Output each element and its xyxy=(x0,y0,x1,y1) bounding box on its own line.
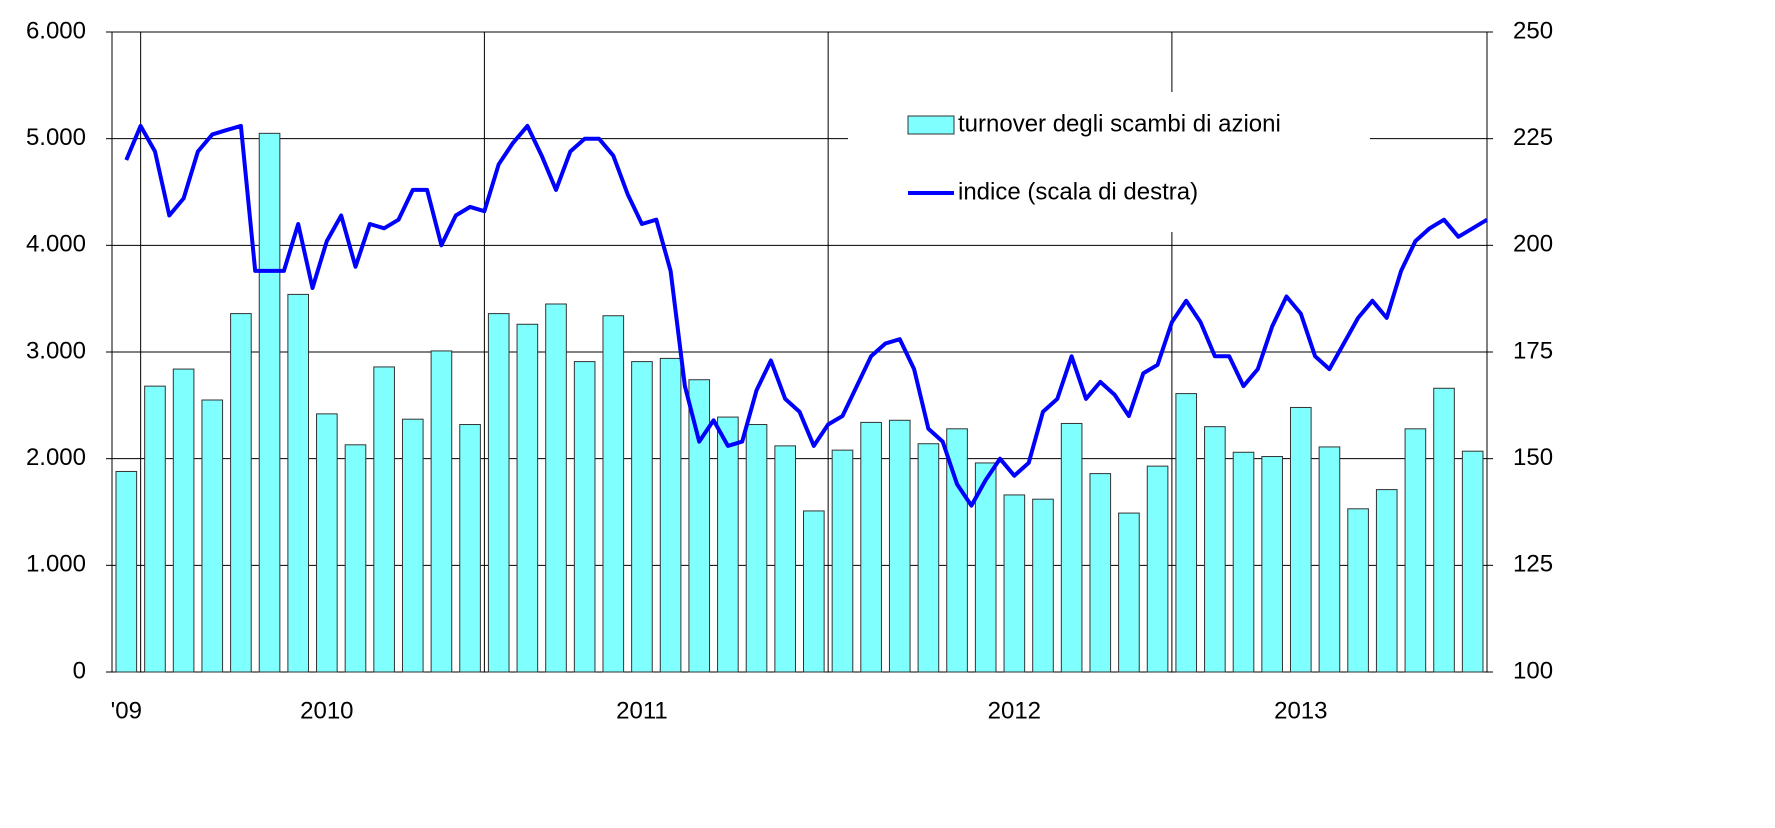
bar xyxy=(115,470,138,673)
bar xyxy=(1032,498,1054,673)
bar xyxy=(1375,489,1398,673)
y2-tick-label: 250 xyxy=(1513,17,1553,44)
bar xyxy=(201,399,224,673)
bar xyxy=(1003,494,1026,673)
y-tick-label: 5.000 xyxy=(26,124,86,151)
bar xyxy=(974,462,997,673)
bar xyxy=(688,379,711,673)
bar xyxy=(1060,422,1083,673)
bar xyxy=(230,313,252,673)
bar xyxy=(401,418,424,673)
bar xyxy=(631,361,653,673)
bar xyxy=(860,421,882,673)
bar xyxy=(774,445,796,673)
y-tick-label: 2.000 xyxy=(26,444,86,471)
bar xyxy=(1289,406,1312,673)
bar xyxy=(172,368,195,673)
legend-label: turnover degli scambi di azioni xyxy=(958,110,1281,137)
bar xyxy=(1175,393,1198,673)
y-tick-label: 6.000 xyxy=(26,17,86,44)
legend-box xyxy=(848,92,1370,232)
bar xyxy=(1232,451,1255,673)
bar xyxy=(717,416,739,673)
bar xyxy=(344,444,367,673)
legend: turnover degli scambi di azioni indice (s… xyxy=(848,92,1370,232)
y-tick-label: 0 xyxy=(73,657,86,684)
y2-tick-label: 100 xyxy=(1513,657,1553,684)
bar xyxy=(1318,446,1341,673)
bar xyxy=(831,449,854,673)
bar xyxy=(1261,456,1283,673)
bar xyxy=(487,313,510,673)
bar xyxy=(602,315,625,673)
bar xyxy=(373,366,395,673)
bar xyxy=(258,132,281,673)
y2-tick-label: 125 xyxy=(1513,551,1553,578)
y2-tick-label: 175 xyxy=(1513,337,1553,364)
y-tick-label: 4.000 xyxy=(26,231,86,258)
x-tick-label: 2011 xyxy=(616,697,668,724)
bar xyxy=(144,385,166,673)
y2-tick-label: 200 xyxy=(1513,231,1553,258)
bar xyxy=(745,424,768,673)
bar xyxy=(1461,450,1484,673)
bar xyxy=(316,413,338,673)
bar xyxy=(1404,428,1427,673)
y2-tick-label: 150 xyxy=(1513,444,1553,471)
bar xyxy=(287,293,310,673)
bar xyxy=(1089,473,1112,673)
x-tick-label: 2012 xyxy=(988,697,1041,724)
bar xyxy=(573,361,596,673)
bar xyxy=(1347,508,1369,673)
line xyxy=(124,123,1489,508)
bar xyxy=(1146,465,1169,673)
bar xyxy=(430,350,453,673)
bar xyxy=(917,443,940,673)
bar xyxy=(516,323,539,673)
legend-label: indice (scala di destra) xyxy=(958,178,1198,205)
x-tick-label: 2013 xyxy=(1274,697,1327,724)
bar xyxy=(888,419,911,673)
bar xyxy=(803,510,825,673)
bar xyxy=(659,357,682,673)
y-tick-label: 3.000 xyxy=(26,337,86,364)
bar xyxy=(1433,387,1455,673)
legend-swatch xyxy=(907,115,955,135)
x-tick-label: 2010 xyxy=(300,697,353,724)
bar xyxy=(545,303,567,673)
y-tick-label: 1.000 xyxy=(26,551,86,578)
x-tick-label: '09 xyxy=(111,697,142,724)
y2-tick-label: 225 xyxy=(1513,124,1553,151)
bar xyxy=(459,424,481,673)
bar xyxy=(1118,512,1140,673)
bar xyxy=(1204,426,1226,673)
